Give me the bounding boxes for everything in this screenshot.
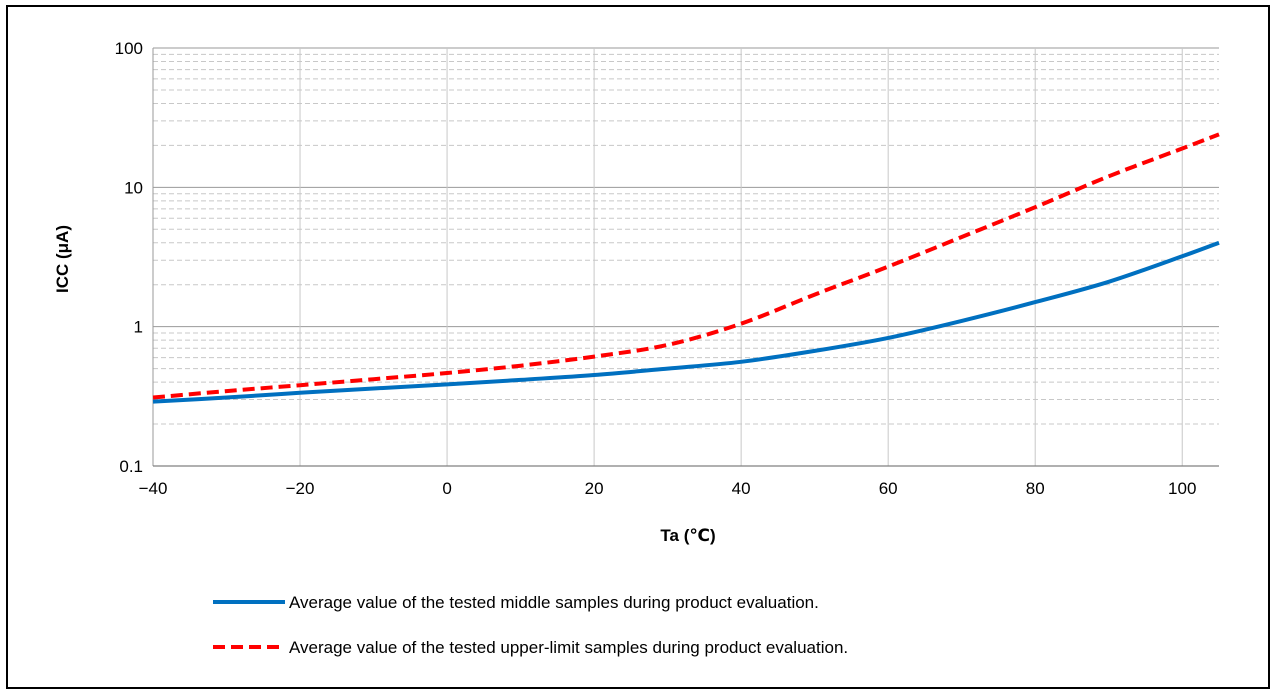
x-tick-label: 100	[1168, 479, 1196, 498]
x-tick-label: −40	[139, 479, 168, 498]
x-tick-label: 60	[879, 479, 898, 498]
y-tick-label: 100	[115, 39, 143, 58]
x-tick-label: 0	[442, 479, 451, 498]
y-axis-label: ICC (μA)	[53, 225, 72, 293]
y-tick-label: 0.1	[119, 457, 143, 476]
chart-frame	[6, 5, 1270, 689]
x-tick-label: 20	[585, 479, 604, 498]
series-line-upper-limit	[152, 132, 1220, 400]
x-tick-label: 40	[732, 479, 751, 498]
y-tick-labels: 0.1 1 10 100	[115, 39, 143, 476]
y-tick-label: 1	[134, 318, 143, 337]
grid	[152, 47, 1219, 467]
legend-entry-label: Average value of the tested middle sampl…	[289, 593, 819, 612]
x-axis-label: Ta (℃)	[660, 526, 715, 545]
legend: Average value of the tested middle sampl…	[213, 593, 848, 657]
y-tick-label: 10	[124, 178, 143, 197]
x-tick-label: 80	[1026, 479, 1045, 498]
series-lines	[152, 132, 1220, 404]
x-tick-labels: −40 −20 0 20 40 60 80 100	[139, 479, 1197, 498]
x-tick-label: −20	[286, 479, 315, 498]
series-line-middle	[152, 240, 1220, 404]
legend-entry-label: Average value of the tested upper-limit …	[289, 638, 848, 657]
